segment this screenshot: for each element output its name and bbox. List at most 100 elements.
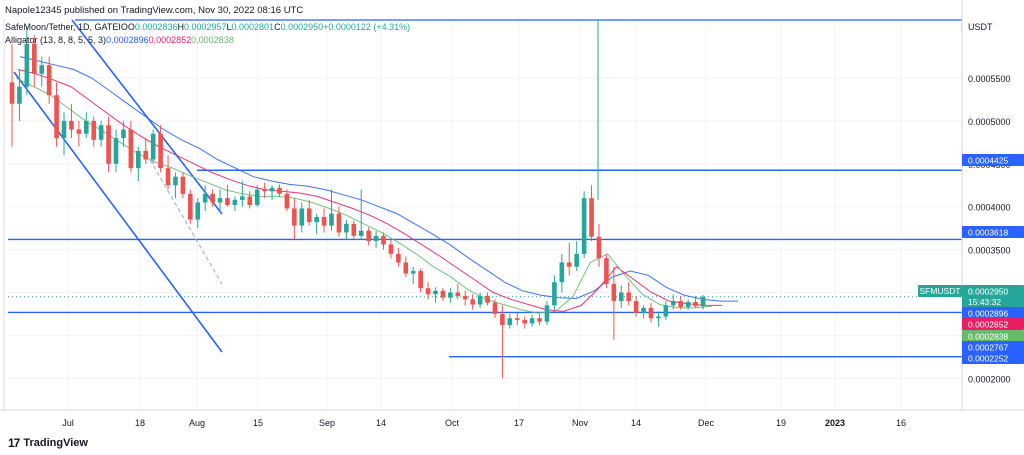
price-label-bg xyxy=(962,318,1024,330)
candle-body xyxy=(9,82,15,104)
candle-body xyxy=(31,43,37,74)
candle-body xyxy=(611,283,617,302)
candle-body xyxy=(581,198,587,254)
ohlc-value: 0.0002801 xyxy=(232,22,275,32)
candle-body xyxy=(83,120,89,134)
candle-body xyxy=(76,129,82,134)
change-value: +0.0000122 (+4.31%) xyxy=(323,22,410,32)
ohlc-value: 0.0002950 xyxy=(281,22,324,32)
candle-body xyxy=(336,213,342,233)
candle-body xyxy=(648,307,654,319)
candle-body xyxy=(537,318,542,322)
x-tick-label: 15 xyxy=(253,418,263,428)
candle-body xyxy=(314,217,319,223)
candle-body xyxy=(210,193,215,203)
x-tick-label: Jul xyxy=(62,418,74,428)
tradingview-logo[interactable]: 17 TradingView xyxy=(8,436,88,450)
alligator-value: 0.0002838 xyxy=(191,35,234,45)
candle-body xyxy=(188,193,193,220)
channel-lower-line xyxy=(13,71,223,353)
x-tick-label: 16 xyxy=(896,418,906,428)
candle-body xyxy=(485,295,490,303)
symbol-line: SafeMoon/Tether, 1D, GATEIO xyxy=(5,22,128,32)
x-tick-label: 14 xyxy=(376,418,386,428)
y-tick-label: 0.0003500 xyxy=(968,246,1011,256)
candle-body xyxy=(373,235,379,242)
price-label-bg xyxy=(962,341,1024,353)
candle-body xyxy=(663,305,669,317)
candle-body xyxy=(566,262,572,267)
candle-body xyxy=(492,302,498,314)
candle-body xyxy=(396,253,401,263)
x-tick-label: Aug xyxy=(189,418,205,428)
ohlc-value: 0.0002836 xyxy=(135,22,178,32)
candle-body xyxy=(455,292,461,296)
alligator-value: 0.0002852 xyxy=(149,35,192,45)
candle-body xyxy=(113,138,119,164)
candle-body xyxy=(626,292,632,302)
y-tick-label: 0.0002000 xyxy=(968,374,1011,384)
candle-body xyxy=(641,307,646,314)
price-axis[interactable]: 0.00055000.00050000.00045000.00040000.00… xyxy=(918,0,1024,410)
ohlc-key: O xyxy=(128,22,135,32)
candle-body xyxy=(685,301,691,308)
candle-body xyxy=(61,120,67,139)
candle-body xyxy=(299,208,305,226)
candle-body xyxy=(106,125,111,164)
candle-body xyxy=(656,316,661,319)
price-label-bg xyxy=(962,285,1024,297)
candle-body xyxy=(574,253,579,267)
candle-body xyxy=(150,133,156,160)
price-label-bg xyxy=(962,352,1024,364)
x-tick-label: Dec xyxy=(698,418,715,428)
tradingview-brand: TradingView xyxy=(23,437,88,449)
trendlines[interactable] xyxy=(13,19,223,353)
candle-body xyxy=(604,258,609,284)
ohlc-key: L xyxy=(227,22,232,32)
y-tick-label: 0.0005000 xyxy=(968,117,1011,127)
candle-body xyxy=(24,43,30,87)
published-line: Napole12345 published on TradingView.com… xyxy=(5,5,303,16)
symbol-tag-bg xyxy=(918,285,962,297)
alligator-value: 0.0002896 xyxy=(106,35,149,45)
candle-body xyxy=(329,213,334,226)
x-tick-label: 2023 xyxy=(825,418,845,428)
candle-body xyxy=(321,217,327,226)
x-tick-label: 14 xyxy=(631,418,641,428)
candle-body xyxy=(69,120,74,130)
time-axis[interactable]: Jul 18 Aug 15 Sep 14 Oct 17 Nov 14 Dec 19 2023 16 xyxy=(0,409,1024,428)
candle-body xyxy=(462,295,468,300)
candle-body xyxy=(54,95,59,139)
candle-body xyxy=(165,168,171,186)
candle-body xyxy=(39,65,45,74)
horizontal-levels[interactable] xyxy=(8,19,963,358)
price-label-bg xyxy=(962,154,1024,166)
price-label: 0.0002252 xyxy=(968,354,1008,364)
candle-body xyxy=(514,318,520,320)
candle-body xyxy=(596,236,602,259)
alligator-teeth-line xyxy=(17,69,722,312)
x-tick-label: Nov xyxy=(572,418,589,428)
candle-body xyxy=(232,199,238,205)
alligator-label: Alligator (13, 8, 8, 5, 5, 3) xyxy=(5,35,106,45)
candle-body xyxy=(247,196,253,205)
candle-body xyxy=(306,208,312,223)
quote-currency-label: USDT xyxy=(968,22,993,32)
candle-body xyxy=(403,262,409,274)
candle-body xyxy=(128,129,134,169)
symbol-tag: SFMUSDT xyxy=(919,286,960,296)
candle-body xyxy=(633,301,639,314)
ohlc-key: H xyxy=(177,22,184,32)
candle-body xyxy=(91,120,97,140)
candle-body xyxy=(381,235,386,245)
x-tick-label: 17 xyxy=(514,418,524,428)
candle-body xyxy=(121,129,126,139)
price-label: 0.0002767 xyxy=(968,343,1008,353)
candle-body xyxy=(217,198,223,203)
candle-body xyxy=(559,262,565,283)
price-chart[interactable]: 0.00055000.00050000.00045000.00040000.00… xyxy=(0,0,1024,430)
price-label: 0.0003618 xyxy=(968,228,1008,238)
x-tick-label: Oct xyxy=(445,418,460,428)
tradingview-logo-icon: 17 xyxy=(8,436,20,450)
y-tick-label: 0.0005500 xyxy=(968,74,1011,84)
